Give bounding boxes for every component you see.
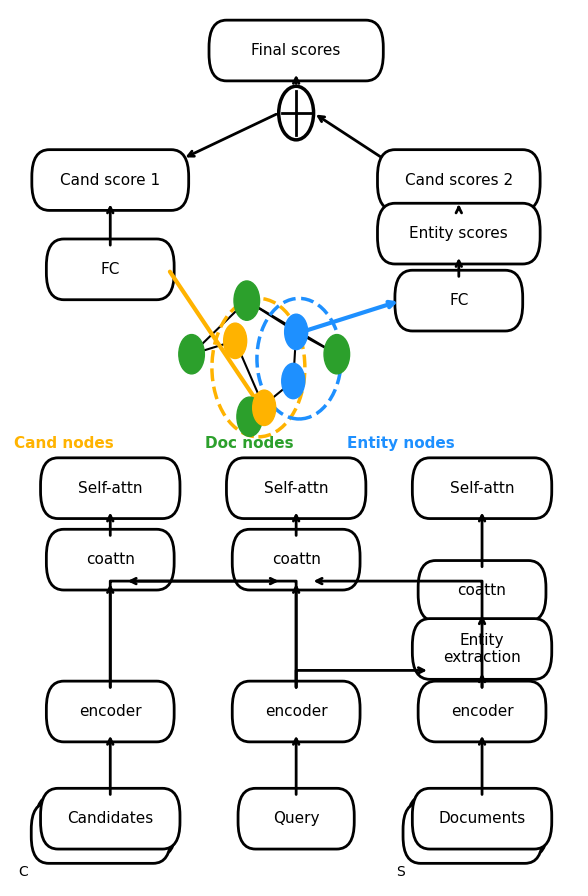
FancyBboxPatch shape [403,803,543,864]
Text: Self-attn: Self-attn [264,480,329,495]
Text: C: C [18,866,28,879]
FancyBboxPatch shape [412,788,552,849]
FancyBboxPatch shape [412,618,552,679]
FancyBboxPatch shape [395,271,523,331]
FancyBboxPatch shape [377,150,540,211]
Circle shape [285,314,308,349]
Circle shape [324,334,350,374]
Text: coattn: coattn [272,552,320,567]
FancyBboxPatch shape [41,788,180,849]
FancyBboxPatch shape [46,530,174,590]
Text: S: S [396,866,405,879]
Text: Entity scores: Entity scores [409,226,508,241]
Text: Query: Query [273,811,319,826]
Text: Entity nodes: Entity nodes [347,436,455,451]
FancyBboxPatch shape [407,796,547,857]
Text: Self-attn: Self-attn [78,480,142,495]
Circle shape [223,323,246,358]
Text: encoder: encoder [79,704,142,719]
FancyBboxPatch shape [238,788,354,849]
FancyBboxPatch shape [232,530,360,590]
Circle shape [179,334,205,374]
Circle shape [282,363,305,399]
FancyBboxPatch shape [32,150,189,211]
Text: coattn: coattn [86,552,135,567]
FancyBboxPatch shape [46,681,174,742]
FancyBboxPatch shape [412,458,552,519]
FancyBboxPatch shape [36,796,175,857]
Text: Cand score 1: Cand score 1 [60,173,161,187]
Text: Doc nodes: Doc nodes [205,436,294,451]
Text: Final scores: Final scores [252,43,341,58]
FancyBboxPatch shape [41,458,180,519]
Text: Cand scores 2: Cand scores 2 [405,173,513,187]
FancyBboxPatch shape [209,20,383,81]
Text: FC: FC [101,262,120,277]
FancyBboxPatch shape [226,458,366,519]
Circle shape [234,281,259,320]
FancyBboxPatch shape [377,203,540,264]
Text: FC: FC [449,293,469,308]
Text: Documents: Documents [439,811,526,826]
Text: Entity
extraction: Entity extraction [443,633,521,665]
Text: Cand nodes: Cand nodes [14,436,113,451]
Text: Self-attn: Self-attn [450,480,514,495]
Text: coattn: coattn [457,583,506,599]
FancyBboxPatch shape [232,681,360,742]
Text: Candidates: Candidates [67,811,153,826]
Circle shape [237,397,262,436]
Circle shape [253,390,276,426]
FancyBboxPatch shape [418,561,546,621]
FancyBboxPatch shape [418,681,546,742]
FancyBboxPatch shape [46,239,174,300]
FancyBboxPatch shape [31,803,171,864]
Text: encoder: encoder [265,704,328,719]
Text: encoder: encoder [451,704,513,719]
